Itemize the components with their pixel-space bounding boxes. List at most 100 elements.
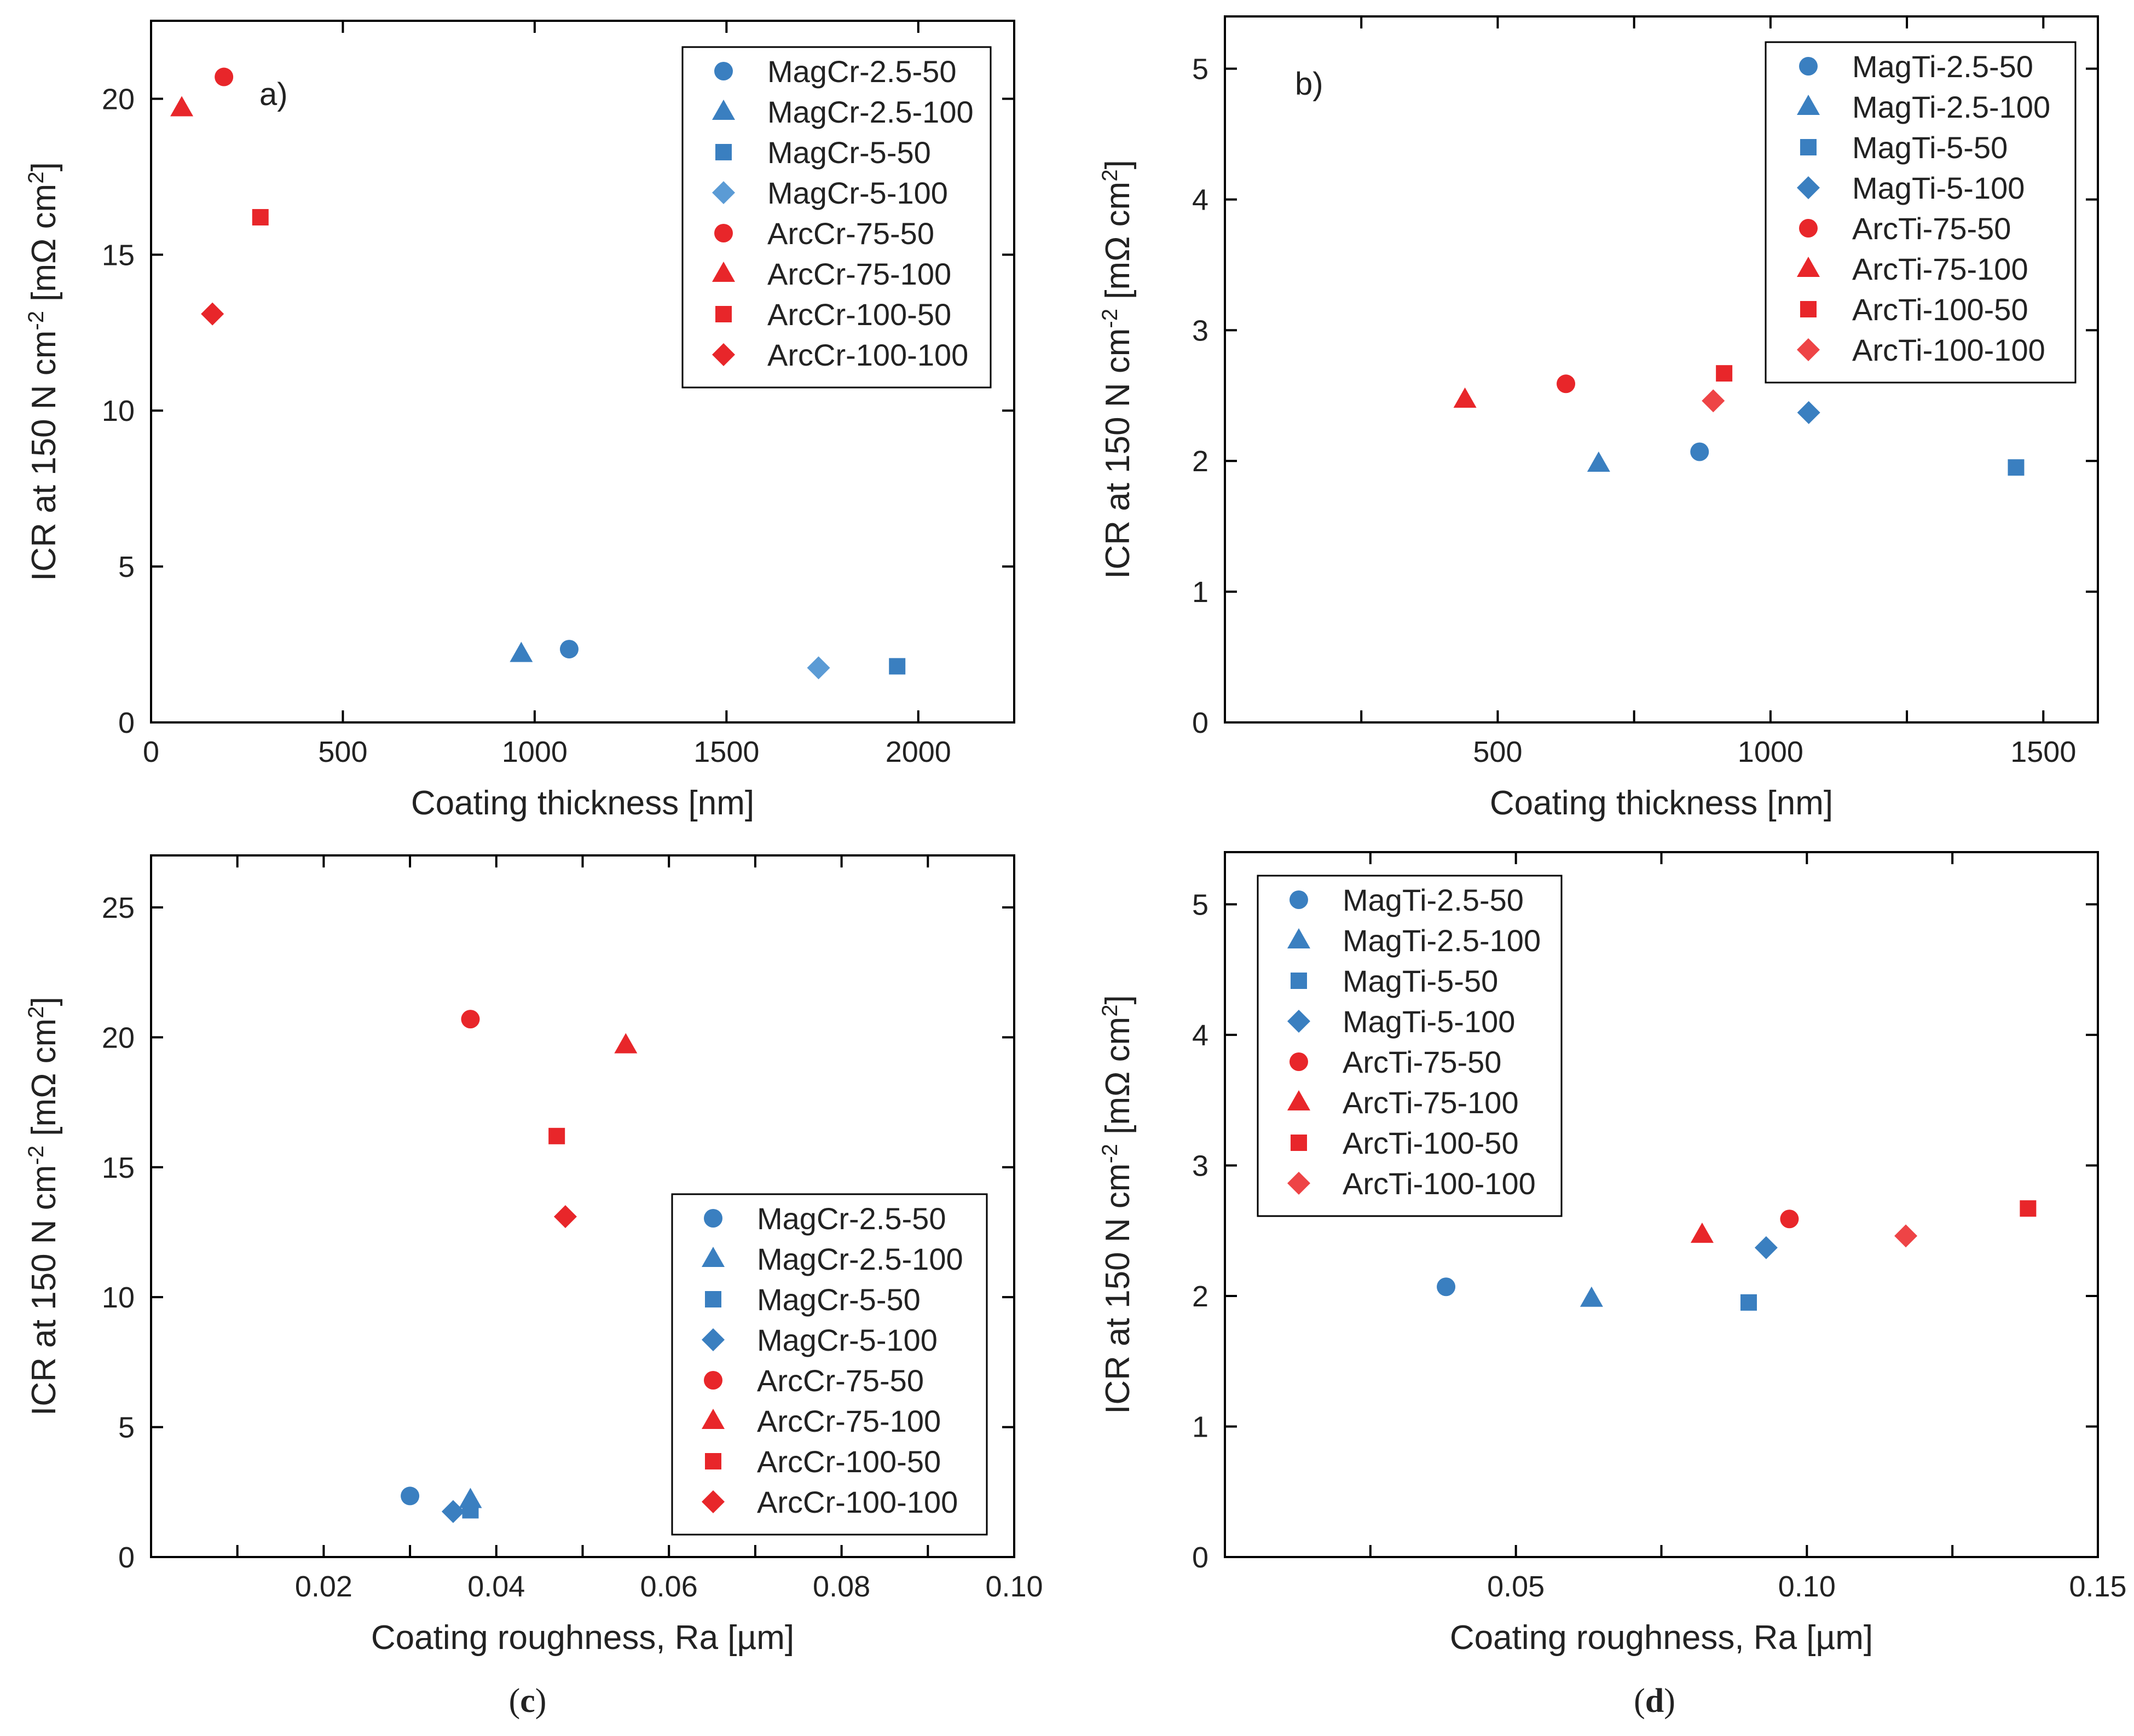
data-point-magti-5-50 xyxy=(2008,459,2025,476)
y-axis-label-part: [mΩ cm xyxy=(25,1019,63,1145)
data-point-magti-2.5-50 xyxy=(1690,442,1709,461)
legend-marker-circle xyxy=(1289,1052,1308,1071)
data-point-arcti-75-100 xyxy=(1690,1222,1714,1243)
data-point-magcr-2.5-50 xyxy=(401,1486,420,1506)
legend-marker-diamond xyxy=(702,1490,725,1513)
legend-marker-diamond xyxy=(702,1328,725,1351)
y-axis-label: ICR at 150 N cm-2 [mΩ cm2] xyxy=(24,997,63,1416)
legend-marker-circle xyxy=(1799,219,1818,238)
legend-marker-square xyxy=(705,1291,721,1307)
legend-label: MagCr-5-50 xyxy=(757,1282,921,1317)
legend-marker-triangle xyxy=(1287,928,1310,948)
y-axis-label-part: ICR at 150 N cm xyxy=(1099,328,1137,579)
caption-letter: c xyxy=(520,1682,535,1720)
panel-caption-c: (c) xyxy=(509,1682,547,1720)
caption-paren: ( xyxy=(509,1682,521,1720)
panel-a: 0 500 1000 1500 2000 0 5 10 15 20 Coating thicknes… xyxy=(24,20,1015,822)
data-point-magcr-2.5-100 xyxy=(510,641,533,662)
legend-label: MagCr-2.5-50 xyxy=(757,1201,946,1236)
y-tick-label: 1 xyxy=(1192,1410,1208,1443)
data-point-arcti-100-100 xyxy=(1894,1224,1918,1248)
y-tick-label: 15 xyxy=(102,239,135,271)
legend-marker-triangle xyxy=(702,1247,725,1267)
caption-paren: ( xyxy=(1634,1682,1645,1720)
y-tick-label: 0 xyxy=(118,1541,135,1574)
legend-label: ArcCr-75-100 xyxy=(767,257,951,291)
legend-marker-diamond xyxy=(1287,1010,1310,1033)
legend-a: MagCr-2.5-50 MagCr-2.5-100 MagCr-5-50 MagCr… xyxy=(681,46,992,389)
legend-marker-diamond xyxy=(1797,338,1820,361)
legend-marker-square xyxy=(1800,301,1817,317)
legend-d: MagTi-2.5-50 MagTi-2.5-100 MagTi-5-50 MagTi… xyxy=(1257,875,1563,1217)
legend-marker-diamond xyxy=(712,181,735,204)
legend-label: ArcTi-100-100 xyxy=(1343,1166,1536,1201)
x-tick-label: 500 xyxy=(318,736,367,768)
data-point-magti-2.5-50 xyxy=(1437,1277,1456,1297)
data-point-arccr-75-100 xyxy=(614,1033,638,1054)
panel-d: 0.05 0.10 0.15 0 1 2 3 4 5 Coating roughness, Ra … xyxy=(1098,851,2127,1720)
caption-paren: ) xyxy=(1664,1682,1675,1720)
legend-marker-square xyxy=(1800,139,1817,155)
x-tick-label: 0.05 xyxy=(1487,1570,1545,1603)
y-tick-label: 3 xyxy=(1192,1149,1208,1182)
legend-marker-circle xyxy=(704,1209,722,1228)
y-tick-label: 20 xyxy=(102,83,135,115)
legend-label: ArcTi-75-50 xyxy=(1852,211,2011,246)
data-point-arccr-75-50 xyxy=(461,1010,480,1029)
legend-label: MagTi-5-100 xyxy=(1343,1004,1515,1039)
x-tick-label: 1500 xyxy=(693,736,759,768)
legend-marker-square xyxy=(715,306,732,322)
data-point-arcti-100-50 xyxy=(1716,365,1733,382)
legend-marker-triangle xyxy=(1797,95,1820,115)
y-tick-label: 4 xyxy=(1192,183,1208,216)
y-axis-label-part: -2 xyxy=(1098,1144,1122,1164)
legend-box xyxy=(671,1193,988,1536)
legend-label: MagCr-5-100 xyxy=(767,176,948,210)
legend-label: ArcTi-75-100 xyxy=(1852,252,2028,286)
data-point-magti-5-100 xyxy=(1797,401,1820,424)
legend-label: ArcTi-75-100 xyxy=(1343,1085,1519,1120)
y-tick-label: 15 xyxy=(102,1151,135,1184)
x-axis-label: Coating roughness, Ra [µm] xyxy=(371,1619,794,1657)
x-axis-label: Coating roughness, Ra [µm] xyxy=(1450,1619,1873,1657)
x-tick-label: 0.02 xyxy=(295,1570,352,1603)
x-tick-label: 0.08 xyxy=(813,1570,870,1603)
y-tick-label: 10 xyxy=(102,1281,135,1314)
y-axis-label-part: ] xyxy=(1099,995,1137,1004)
legend-marker-circle xyxy=(704,1371,722,1390)
legend-label: MagTi-2.5-100 xyxy=(1343,923,1541,958)
y-axis-label-part: ICR at 150 N cm xyxy=(25,331,63,581)
x-tick-label: 1500 xyxy=(2010,736,2076,768)
legend-marker-circle xyxy=(714,224,733,242)
data-point-arccr-75-100 xyxy=(170,96,194,117)
legend-marker-diamond xyxy=(712,343,735,366)
legend-label: ArcTi-100-50 xyxy=(1343,1126,1519,1160)
legend-marker-circle xyxy=(1799,57,1818,76)
legend-label: ArcCr-100-50 xyxy=(767,297,951,332)
data-point-arcti-75-100 xyxy=(1453,387,1477,408)
y-axis-label-part: 2 xyxy=(1098,1004,1122,1016)
legend-marker-square xyxy=(1291,1135,1307,1151)
x-axis-label: Coating thickness [nm] xyxy=(1490,784,1833,822)
data-point-magcr-2.5-50 xyxy=(559,640,579,659)
legend-label: MagTi-2.5-50 xyxy=(1343,883,1524,917)
legend-label: MagCr-5-100 xyxy=(757,1323,938,1357)
x-tick-label: 2000 xyxy=(886,736,951,768)
y-tick-label: 0 xyxy=(1192,1541,1208,1574)
data-point-magti-5-50 xyxy=(1740,1294,1757,1311)
legend-marker-triangle xyxy=(1287,1090,1310,1110)
legend-label: ArcTi-100-100 xyxy=(1852,333,2045,367)
y-tick-label: 3 xyxy=(1192,314,1208,347)
legend-marker-triangle xyxy=(712,100,735,120)
data-point-magcr-5-100 xyxy=(807,656,830,680)
panel-tag-a: a) xyxy=(259,77,288,112)
panel-tag-b: b) xyxy=(1295,66,1323,102)
data-point-magti-2.5-100 xyxy=(1580,1286,1603,1307)
legend-marker-diamond xyxy=(1287,1172,1310,1195)
data-point-magti-5-100 xyxy=(1754,1236,1778,1259)
x-tick-label: 1000 xyxy=(1738,736,1803,768)
data-point-arccr-100-100 xyxy=(553,1205,577,1228)
y-axis-label-part: [mΩ cm xyxy=(25,184,63,311)
y-axis-label-part: ICR at 150 N cm xyxy=(25,1165,63,1416)
